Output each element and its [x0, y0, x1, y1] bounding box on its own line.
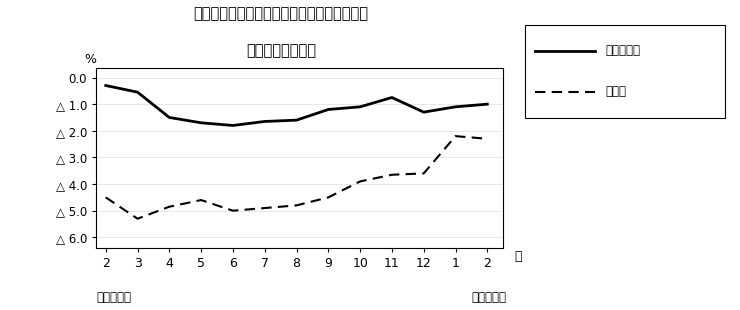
Text: %: %: [84, 53, 96, 66]
Text: 製造業: 製造業: [605, 85, 626, 98]
Text: 平成２２年: 平成２２年: [472, 291, 507, 304]
Text: 平成２１年: 平成２１年: [96, 291, 131, 304]
Text: （規模５人以上）: （規模５人以上）: [246, 43, 316, 58]
Text: 月: 月: [514, 250, 522, 263]
Text: 第３図　常用雇用指数　対前年同月比の推移: 第３図 常用雇用指数 対前年同月比の推移: [194, 6, 369, 21]
Text: 調査産業計: 調査産業計: [605, 44, 640, 57]
FancyBboxPatch shape: [525, 25, 725, 118]
